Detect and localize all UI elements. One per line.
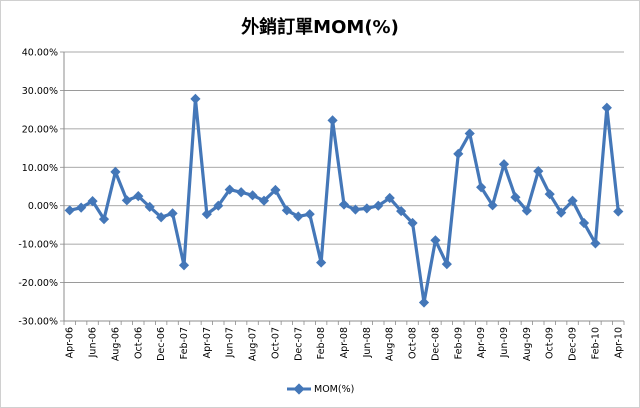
data-point [224, 184, 235, 195]
legend: MOM(%) [287, 383, 354, 395]
y-tick-label: 20.00% [22, 124, 58, 135]
y-tick-label: -30.00% [18, 317, 58, 328]
y-tick-label: 10.00% [22, 163, 58, 174]
y-tick-label: 0.00% [28, 201, 58, 212]
data-point [87, 196, 98, 207]
x-tick-label: Aug-06 [110, 327, 121, 361]
x-tick-label: Oct-09 [545, 327, 556, 359]
x-tick-label: Aug-07 [248, 327, 259, 361]
x-tick-label: Aug-08 [385, 327, 396, 361]
x-tick-label: Oct-08 [408, 327, 419, 359]
legend-label: MOM(%) [314, 384, 354, 395]
data-point [464, 128, 475, 139]
data-point [396, 206, 407, 217]
data-point [133, 191, 144, 202]
x-tick-label: Dec-08 [430, 327, 441, 361]
data-point [304, 209, 315, 220]
data-point [384, 192, 395, 204]
data-point [361, 203, 372, 214]
data-point [556, 207, 567, 218]
x-tick-label: Apr-09 [476, 327, 487, 358]
data-point [373, 200, 384, 211]
y-tick-label: -10.00% [18, 240, 58, 251]
data-point [407, 217, 418, 229]
x-tick-label: Apr-10 [613, 327, 624, 358]
data-point [316, 257, 327, 268]
x-axis-tick-labels: Apr-06 Jun-06 Aug-06 Oct-06 Dec-06 Feb-07 Apr-… [65, 327, 625, 361]
y-tick-label: 40.00% [22, 48, 58, 59]
y-axis-tick-labels: 40.00% 30.00% 20.00% 10.00% 0.00% -10.00% -20.… [18, 48, 58, 328]
y-tick-label: -20.00% [18, 278, 58, 289]
data-point [190, 93, 201, 104]
x-tick-label: Feb-08 [316, 327, 327, 359]
data-point [453, 148, 464, 159]
data-point [121, 195, 132, 206]
data-point [64, 205, 75, 216]
data-point [498, 159, 510, 170]
x-tick-label: Jun-08 [362, 327, 373, 358]
x-tick-label: Apr-08 [339, 327, 350, 358]
data-point [270, 184, 281, 196]
x-tick-label: Dec-06 [156, 327, 167, 361]
data-point [178, 260, 190, 271]
data-point [418, 297, 430, 308]
x-tick-label: Feb-09 [453, 327, 464, 359]
data-point [441, 259, 452, 270]
x-tick-label: Feb-07 [179, 327, 190, 359]
y-tick-label: 30.00% [22, 86, 58, 97]
x-tick-label: Feb-10 [590, 327, 601, 359]
x-tick-label: Oct-06 [133, 327, 144, 359]
data-point [258, 195, 270, 206]
data-point [236, 187, 247, 198]
chart-title: 外銷訂單MOM(%) [241, 16, 399, 38]
legend-marker-swatch [293, 383, 305, 395]
data-point [590, 238, 601, 249]
x-tick-label: Dec-09 [568, 327, 579, 361]
data-point [167, 208, 178, 219]
data-point [110, 166, 121, 177]
x-tick-label: Apr-06 [65, 327, 76, 358]
data-point [350, 204, 361, 215]
axes [63, 52, 625, 325]
x-tick-label: Aug-09 [522, 327, 533, 361]
x-tick-label: Jun-09 [499, 327, 510, 358]
x-tick-label: Dec-07 [293, 327, 304, 361]
x-tick-label: Oct-07 [270, 327, 281, 359]
series-mom [64, 93, 624, 308]
data-point [98, 214, 110, 225]
x-tick-label: Jun-06 [88, 327, 99, 358]
data-point [430, 235, 441, 246]
x-tick-label: Apr-07 [202, 327, 213, 358]
x-tick-label: Jun-07 [225, 327, 236, 358]
